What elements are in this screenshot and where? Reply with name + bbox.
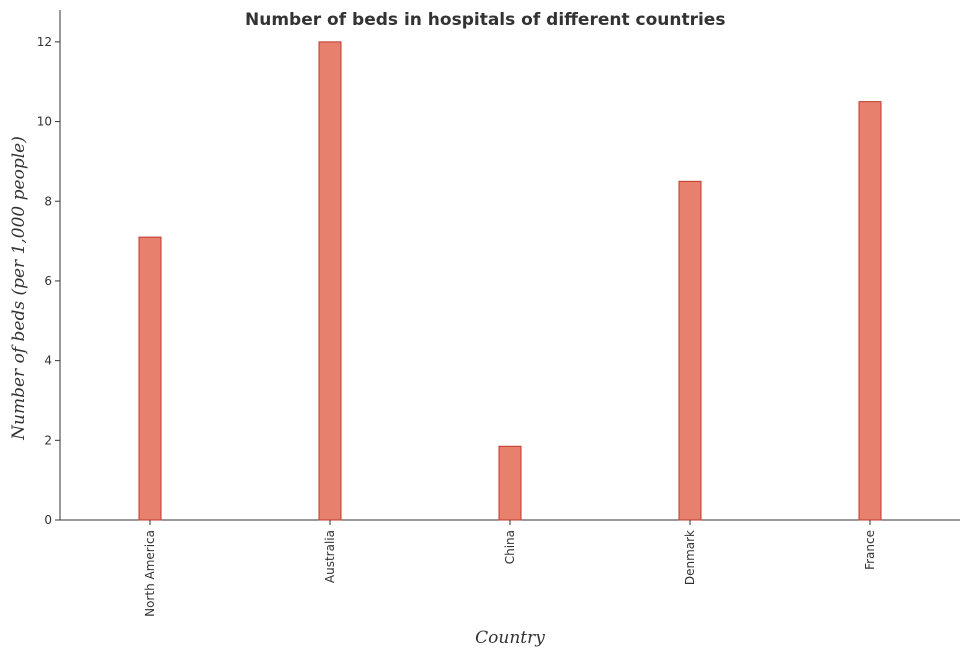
x-tick-label: France — [863, 530, 877, 570]
x-tick-label: Australia — [323, 530, 337, 583]
bar — [318, 41, 342, 521]
y-tick-label: 4 — [44, 354, 52, 368]
bar — [678, 180, 702, 521]
bar — [498, 445, 522, 521]
y-tick-label: 6 — [44, 274, 52, 288]
y-tick-label: 8 — [44, 194, 52, 208]
y-tick-label: 2 — [44, 433, 52, 447]
chart-title: Number of beds in hospitals of different… — [245, 10, 725, 30]
x-axis-label: Country — [475, 628, 545, 648]
y-tick-label: 0 — [44, 513, 52, 527]
y-axis-label: Number of beds (per 1,000 people) — [9, 136, 29, 441]
x-tick-label: North America — [143, 530, 157, 617]
plot-area: 0 2 4 6 8 10 12 North America Australia China Denm… — [37, 10, 960, 617]
y-tick-label: 10 — [37, 115, 52, 129]
x-tick-label: China — [503, 530, 517, 564]
y-tick-label: 12 — [37, 35, 52, 49]
bar — [138, 236, 162, 521]
x-tick-label: Denmark — [683, 530, 697, 585]
bar — [858, 101, 882, 521]
